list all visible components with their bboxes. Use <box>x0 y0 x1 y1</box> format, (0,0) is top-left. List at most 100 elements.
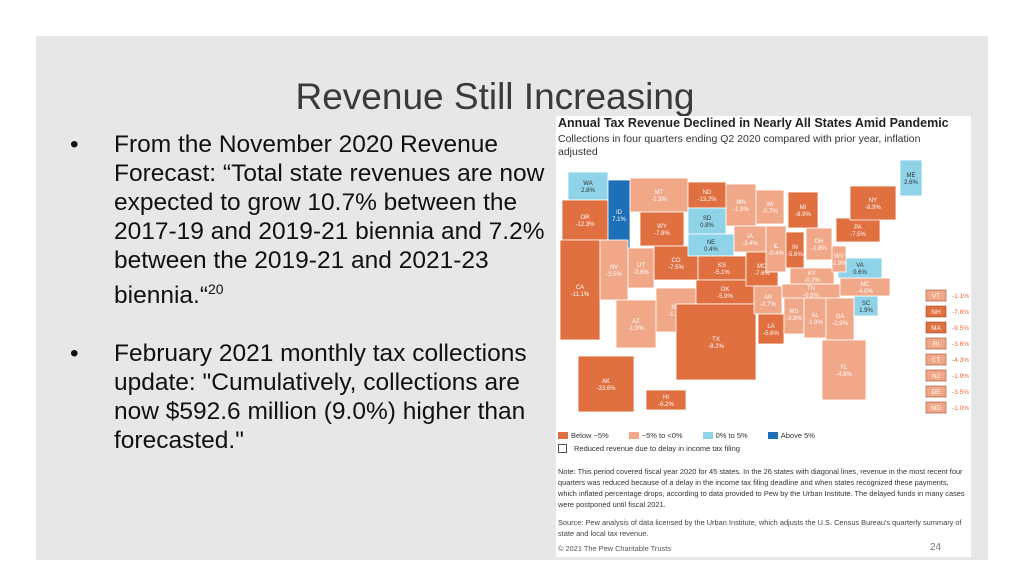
state-shape <box>645 389 687 411</box>
bullet-forecast-text: From the November 2020 Revenue Forecast:… <box>114 131 545 310</box>
state-shape <box>849 185 897 221</box>
us-state-map: WA2.8%OR-12.3%CA-11.1%ID7.1%NV-3.5%MT-1.… <box>559 160 969 414</box>
slide-title: Revenue Still Increasing <box>295 76 695 117</box>
state-me: ME2.6% <box>899 160 923 197</box>
state-ak: AK-33.6% <box>577 355 635 413</box>
state-nv: NV-3.5% <box>599 239 629 301</box>
state-value: -1.9% <box>831 261 847 267</box>
state-tn: TN-0.9% <box>781 283 841 299</box>
state-value: -1.3% <box>651 197 667 203</box>
bullet-list: • From the November 2020 Revenue Forecas… <box>70 130 550 484</box>
legend-neg5-0: −5% to <0% <box>628 431 683 440</box>
state-abbr: OH <box>815 239 824 245</box>
state-shape <box>577 355 635 413</box>
state-value: 1.9% <box>859 308 873 314</box>
legend-swatch <box>767 432 778 439</box>
inset-abbr: VT <box>932 293 940 300</box>
legend-swatch <box>628 432 639 439</box>
state-abbr: MO <box>757 264 767 270</box>
state-shape <box>615 299 657 349</box>
state-shape <box>687 181 727 209</box>
state-value: 0.8% <box>700 223 714 229</box>
state-abbr: WI <box>766 202 774 208</box>
state-shape <box>825 297 855 341</box>
state-al: AL-1.9% <box>803 297 827 339</box>
state-shape <box>733 225 767 253</box>
state-az: AZ-1.9% <box>615 299 657 349</box>
state-shape <box>675 303 757 381</box>
state-la: LA-5.6% <box>757 313 785 345</box>
state-ok: OK-5.9% <box>695 279 755 305</box>
inset-value: -3.6% <box>952 341 969 348</box>
state-value: -7.5% <box>850 232 866 238</box>
inset-value: -1.0% <box>952 405 969 412</box>
state-shape <box>599 239 629 301</box>
inset-box-md <box>925 401 947 414</box>
bullet-dot-icon: • <box>70 131 79 158</box>
state-shape <box>821 339 867 401</box>
state-abbr: CA <box>576 285 584 291</box>
state-abbr: MI <box>800 205 807 211</box>
bullet-collections-text: February 2021 monthly tax collections up… <box>114 340 527 455</box>
state-abbr: OK <box>721 287 730 293</box>
state-value: -0.7% <box>762 209 778 215</box>
state-value: -8.9% <box>795 212 811 218</box>
state-ar: AR-2.7% <box>753 285 783 315</box>
state-abbr: UT <box>637 263 645 269</box>
state-value: -5.6% <box>787 252 803 258</box>
page-number: 24 <box>930 542 942 553</box>
state-value: -3.4% <box>742 241 758 247</box>
state-shape <box>899 160 923 197</box>
state-value: -4.0% <box>857 289 873 295</box>
state-value: -0.2% <box>804 278 820 284</box>
inset-abbr: DE <box>931 389 941 396</box>
state-shape <box>687 207 727 235</box>
state-value: 0.4% <box>704 247 718 253</box>
state-id: ID7.1% <box>607 179 631 251</box>
inset-value: -1.1% <box>952 293 969 300</box>
legend-label: −5% to <0% <box>641 431 683 440</box>
state-shape <box>627 247 655 289</box>
state-value: -1.9% <box>733 207 749 213</box>
state-value: -0.4% <box>768 251 784 257</box>
state-il: IL-0.4% <box>765 225 787 273</box>
state-value: -5.6% <box>763 331 779 337</box>
inset-abbr: MA <box>931 325 941 332</box>
state-mn: MN-1.9% <box>725 183 757 227</box>
footnote-marker: 20 <box>207 281 224 297</box>
state-abbr: AK <box>602 379 610 385</box>
state-or: OR-12.3% <box>561 199 609 241</box>
state-ut: UT-3.6% <box>627 247 655 289</box>
figure-title: Annual Tax Revenue Declined in Nearly Al… <box>558 116 949 130</box>
state-wy: WY-7.8% <box>639 211 685 247</box>
state-oh: OH-1.8% <box>805 227 833 261</box>
state-value: 0.6% <box>853 270 867 276</box>
state-tx: TX-8.2% <box>675 303 757 381</box>
state-abbr: ME <box>907 173 916 179</box>
state-value: -4.6% <box>836 372 852 378</box>
state-ny: NY-8.9% <box>849 185 897 221</box>
state-abbr: GA <box>836 314 845 320</box>
state-hi: HI-6.2% <box>645 389 687 411</box>
state-abbr: CO <box>672 258 681 264</box>
state-value: -3.6% <box>633 270 649 276</box>
bullet-forecast: • From the November 2020 Revenue Forecas… <box>70 130 550 310</box>
state-abbr: TN <box>807 286 815 292</box>
state-fl: FL-4.6% <box>821 339 867 401</box>
legend-label: Below −5% <box>571 431 609 440</box>
figure-note: Note: This period covered fiscal year 20… <box>558 467 965 509</box>
state-shape <box>559 239 601 341</box>
state-abbr: NY <box>869 198 877 204</box>
state-value: -13.2% <box>697 197 717 203</box>
state-abbr: ND <box>703 190 712 196</box>
inset-abbr: RI <box>933 341 940 348</box>
inset-abbr: MD <box>931 405 941 412</box>
state-abbr: LA <box>767 324 774 330</box>
state-value: -0.9% <box>803 293 819 299</box>
state-value: -1.9% <box>807 320 823 326</box>
state-abbr: NV <box>610 265 618 271</box>
state-ia: IA-3.4% <box>733 225 767 253</box>
state-abbr: KY <box>808 271 816 277</box>
state-abbr: SC <box>862 301 871 307</box>
figure-copyright: © 2021 The Pew Charitable Trusts <box>558 544 671 553</box>
